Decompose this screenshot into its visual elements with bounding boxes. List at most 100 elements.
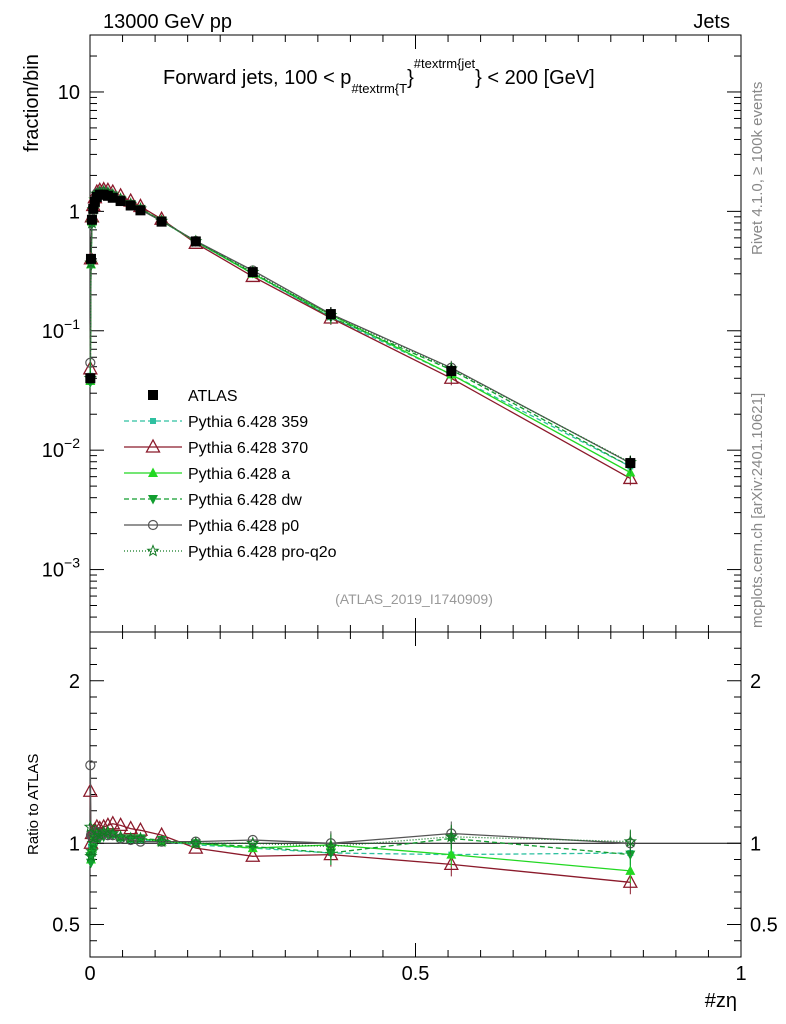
y-tick-label: 10−3 bbox=[42, 555, 80, 582]
y-tick-base: 10 bbox=[42, 560, 64, 582]
data-point bbox=[443, 856, 459, 871]
data-point bbox=[148, 467, 158, 477]
legend-item: Pythia 6.428 pro-q2o bbox=[124, 544, 337, 561]
title-close-brace: } bbox=[407, 67, 414, 89]
legend-label: Pythia 6.428 a bbox=[188, 466, 290, 483]
series-line bbox=[89, 189, 631, 479]
data-point bbox=[85, 844, 99, 857]
data-point bbox=[85, 357, 96, 368]
data-point bbox=[133, 831, 148, 844]
legend-label: Pythia 6.428 370 bbox=[188, 440, 308, 457]
data-point bbox=[107, 192, 118, 203]
data-point bbox=[85, 858, 96, 869]
data-point bbox=[446, 366, 457, 377]
data-point bbox=[115, 196, 126, 207]
ratio-tick-label-right: 0.5 bbox=[750, 915, 778, 937]
title-superscript: #textrm{jet bbox=[414, 56, 476, 71]
data-point bbox=[147, 519, 159, 531]
ratio-line bbox=[89, 826, 631, 857]
legend-item: Pythia 6.428 370 bbox=[124, 438, 308, 457]
data-point bbox=[148, 495, 158, 505]
data-point bbox=[97, 824, 111, 838]
data-point bbox=[622, 873, 638, 888]
ratio-plot-frame bbox=[89, 631, 742, 958]
data-point bbox=[156, 216, 167, 227]
data-point bbox=[114, 829, 128, 843]
data-point bbox=[85, 760, 96, 771]
data-point bbox=[155, 834, 169, 848]
series-pythia-6-428-dw bbox=[85, 188, 636, 869]
header-category-label: Jets bbox=[693, 11, 730, 33]
y-tick-label: 1 bbox=[69, 201, 80, 223]
data-point bbox=[156, 836, 167, 846]
ratio-line bbox=[89, 831, 631, 872]
y-tick-exponent: −3 bbox=[64, 555, 80, 571]
data-point bbox=[135, 836, 146, 847]
data-point bbox=[106, 826, 120, 840]
data-point bbox=[190, 236, 201, 247]
series-pythia-6-428-359 bbox=[87, 188, 634, 867]
main-plot-frame bbox=[89, 34, 742, 633]
series-pythia-6-428-pro-q2o bbox=[83, 184, 638, 862]
x-tick-label: 0.5 bbox=[402, 963, 430, 985]
analysis-id-label: (ATLAS_2019_I1740909) bbox=[335, 591, 493, 607]
data-point bbox=[625, 865, 636, 875]
data-point bbox=[86, 214, 97, 225]
legend-item: Pythia 6.428 359 bbox=[124, 414, 308, 431]
y-axis-label: fraction/bin bbox=[21, 54, 43, 152]
data-point bbox=[85, 253, 96, 264]
ratio-tick-label: 2 bbox=[69, 671, 80, 693]
y-tick-base: 10 bbox=[58, 82, 80, 104]
data-point bbox=[86, 836, 100, 849]
data-point bbox=[145, 438, 161, 453]
ratio-axis-label: Ratio to ATLAS bbox=[25, 754, 42, 855]
series-pythia-6-428-p0 bbox=[85, 186, 636, 856]
y-tick-label: 10 bbox=[58, 82, 80, 104]
legend-label: Pythia 6.428 p0 bbox=[188, 518, 299, 535]
data-point bbox=[148, 390, 158, 400]
y-tick-exponent: −1 bbox=[64, 316, 80, 332]
series-pythia-6-428-a bbox=[85, 185, 636, 883]
data-point bbox=[622, 470, 638, 485]
data-point bbox=[83, 820, 97, 833]
data-point bbox=[325, 309, 336, 320]
y-tick-label: 10−1 bbox=[42, 316, 80, 343]
legend-label: ATLAS bbox=[188, 388, 238, 405]
title-subscript: #textrm{T bbox=[351, 81, 407, 96]
x-tick-label: 1 bbox=[735, 963, 746, 985]
data-point bbox=[88, 203, 99, 214]
title-suffix: } < 200 [GeV] bbox=[475, 67, 595, 89]
ratio-line bbox=[89, 791, 631, 883]
data-point bbox=[146, 544, 160, 557]
title-prefix: Forward jets, 100 < p bbox=[163, 67, 351, 89]
ratio-tick-label: 1 bbox=[69, 833, 80, 855]
legend-label: Pythia 6.428 dw bbox=[188, 492, 302, 509]
data-point bbox=[93, 828, 107, 841]
data-point bbox=[135, 205, 146, 216]
series-pythia-6-428-370 bbox=[82, 181, 638, 895]
mcplots-reference-label: mcplots.cern.ch [arXiv:2401.10621] bbox=[749, 393, 766, 628]
data-point bbox=[246, 836, 260, 849]
legend-item: Pythia 6.428 a bbox=[124, 466, 290, 483]
series-layer bbox=[82, 181, 638, 895]
data-point bbox=[189, 836, 203, 849]
legend-label: Pythia 6.428 359 bbox=[188, 414, 308, 431]
legend-item: Pythia 6.428 dw bbox=[124, 492, 302, 509]
legend: ATLAS Pythia 6.428 359 Pythia 6.428 370 Pyt… bbox=[124, 388, 337, 561]
ratio-line bbox=[89, 765, 631, 844]
data-point bbox=[324, 839, 338, 853]
x-tick-label: 0 bbox=[84, 963, 95, 985]
data-point bbox=[85, 373, 96, 384]
y-tick-exponent: −2 bbox=[64, 435, 80, 451]
ratio-tick-label: 0.5 bbox=[52, 915, 80, 937]
data-point bbox=[623, 834, 638, 848]
data-point bbox=[125, 834, 136, 846]
header-energy-label: 13000 GeV pp bbox=[103, 11, 232, 33]
y-tick-label: 10−2 bbox=[42, 435, 80, 462]
ratio-tick-label-right: 1 bbox=[750, 833, 761, 855]
data-point bbox=[446, 849, 457, 859]
series-line bbox=[89, 190, 631, 474]
series-atlas bbox=[85, 189, 636, 471]
data-point bbox=[247, 834, 258, 846]
